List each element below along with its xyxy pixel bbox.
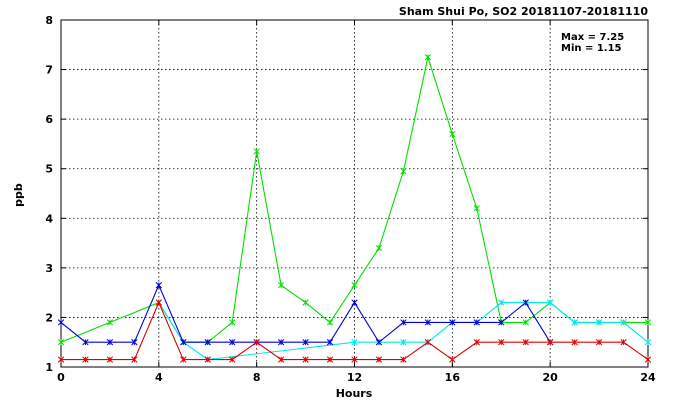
x-tick-label: 16 bbox=[445, 371, 461, 384]
y-tick-label: 6 bbox=[45, 113, 53, 126]
data-point bbox=[644, 356, 652, 363]
data-point bbox=[82, 356, 89, 363]
data-point bbox=[57, 356, 65, 363]
data-point bbox=[351, 282, 358, 289]
data-point bbox=[595, 319, 603, 326]
data-point bbox=[424, 339, 432, 346]
data-point bbox=[644, 339, 652, 346]
data-point bbox=[620, 339, 627, 346]
data-point bbox=[180, 356, 187, 363]
data-point bbox=[522, 319, 529, 326]
data-point bbox=[449, 130, 456, 138]
x-tick-label: 24 bbox=[640, 371, 656, 384]
data-point bbox=[522, 299, 529, 306]
data-point bbox=[498, 299, 505, 306]
x-tick-label: 0 bbox=[57, 371, 65, 384]
data-point bbox=[400, 339, 407, 346]
data-point bbox=[229, 339, 236, 346]
data-point bbox=[498, 319, 505, 326]
data-point bbox=[131, 356, 138, 363]
data-point bbox=[351, 339, 358, 346]
data-point bbox=[375, 244, 383, 252]
y-tick-label: 7 bbox=[45, 64, 53, 77]
data-point bbox=[400, 168, 407, 175]
y-tick-label: 3 bbox=[45, 262, 53, 275]
y-axis-title: ppb bbox=[12, 183, 25, 207]
data-point bbox=[326, 319, 334, 326]
series-4 bbox=[57, 299, 652, 363]
data-point bbox=[277, 356, 285, 363]
data-point bbox=[522, 339, 529, 346]
data-point bbox=[131, 339, 138, 346]
data-point bbox=[277, 282, 285, 289]
data-point bbox=[351, 299, 358, 306]
data-point bbox=[473, 339, 480, 346]
data-point bbox=[229, 356, 236, 363]
data-point bbox=[424, 319, 432, 326]
data-point bbox=[204, 356, 211, 363]
data-point bbox=[57, 339, 65, 346]
data-point bbox=[571, 339, 578, 346]
y-tick-label: 4 bbox=[45, 212, 53, 225]
data-point bbox=[424, 54, 432, 61]
data-point bbox=[400, 319, 407, 326]
data-point bbox=[375, 339, 383, 346]
data-point bbox=[400, 356, 407, 363]
data-point bbox=[106, 339, 114, 346]
x-tick-label: 4 bbox=[155, 371, 163, 384]
data-point bbox=[57, 319, 65, 326]
data-point bbox=[253, 339, 260, 346]
y-tick-label: 8 bbox=[45, 14, 53, 27]
data-point bbox=[302, 339, 309, 346]
y-tick-label: 2 bbox=[45, 311, 53, 324]
max-annotation: Max = 7.25 bbox=[561, 32, 624, 43]
data-point bbox=[498, 339, 505, 346]
data-point bbox=[644, 319, 652, 326]
series-layer bbox=[57, 54, 652, 363]
grid-lines bbox=[61, 20, 648, 367]
data-point bbox=[449, 319, 456, 326]
data-point bbox=[106, 356, 114, 363]
data-point bbox=[473, 319, 480, 326]
data-point bbox=[106, 319, 114, 326]
data-point bbox=[277, 339, 285, 346]
x-axis-title: Hours bbox=[336, 387, 373, 400]
data-point bbox=[155, 299, 162, 306]
data-point bbox=[595, 339, 603, 346]
min-annotation: Min = 1.15 bbox=[561, 43, 622, 54]
data-point bbox=[571, 319, 578, 326]
x-tick-label: 20 bbox=[543, 371, 559, 384]
chart-title: Sham Shui Po, SO2 20181107-20181110 bbox=[399, 5, 648, 18]
data-point bbox=[547, 339, 554, 346]
data-point bbox=[351, 356, 358, 363]
data-point bbox=[473, 205, 480, 212]
x-tick-label: 8 bbox=[253, 371, 261, 384]
data-point bbox=[302, 356, 309, 363]
data-point bbox=[375, 356, 383, 363]
data-point bbox=[180, 339, 187, 346]
data-point bbox=[326, 339, 334, 346]
data-point bbox=[82, 339, 89, 346]
data-point bbox=[547, 299, 554, 306]
y-tick-label: 5 bbox=[45, 163, 53, 176]
y-tick-label: 1 bbox=[45, 361, 53, 374]
data-point bbox=[620, 319, 627, 326]
data-point bbox=[302, 299, 309, 306]
data-point bbox=[155, 282, 162, 289]
data-point bbox=[229, 319, 236, 326]
data-point bbox=[253, 148, 260, 155]
data-point bbox=[326, 356, 334, 363]
data-point bbox=[449, 356, 456, 363]
data-point bbox=[204, 339, 211, 346]
x-tick-label: 12 bbox=[347, 371, 362, 384]
